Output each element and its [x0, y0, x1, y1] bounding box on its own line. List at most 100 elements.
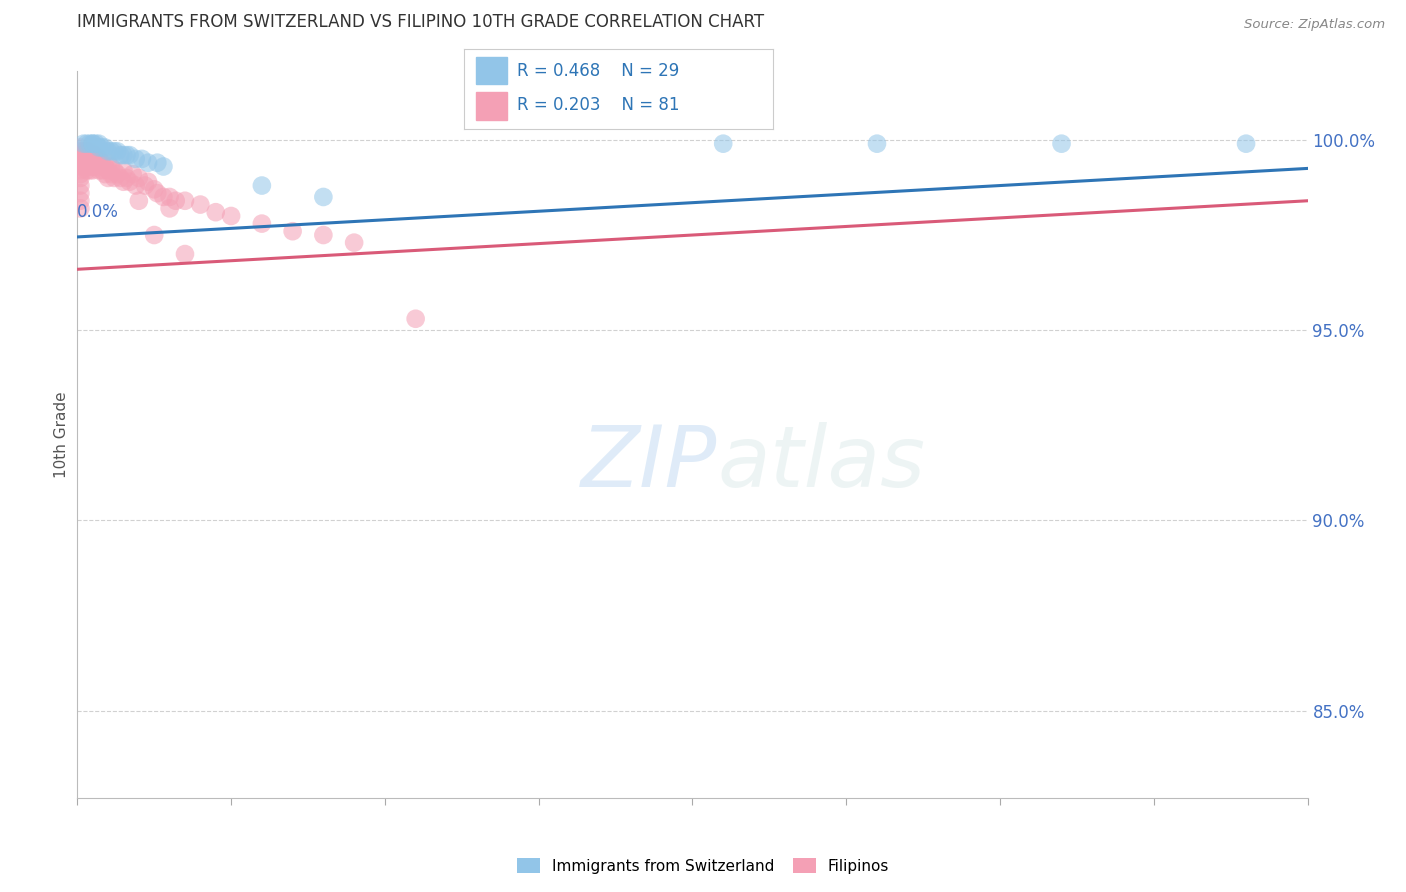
Point — [115, 148, 138, 162]
Point — [69, 170, 91, 185]
Text: R = 0.203    N = 81: R = 0.203 N = 81 — [516, 96, 679, 114]
Point — [76, 152, 98, 166]
Point — [312, 190, 335, 204]
Bar — [477, 57, 508, 85]
Point — [87, 140, 110, 154]
Point — [87, 136, 110, 151]
Point — [87, 155, 110, 169]
Point — [79, 136, 101, 151]
Point — [343, 235, 366, 250]
Point — [79, 163, 101, 178]
Point — [72, 148, 94, 162]
Text: Source: ZipAtlas.com: Source: ZipAtlas.com — [1244, 18, 1385, 31]
Point — [69, 202, 91, 216]
Point — [159, 190, 181, 204]
Point — [136, 175, 159, 189]
Point — [72, 152, 94, 166]
Point — [94, 160, 117, 174]
Point — [110, 148, 132, 162]
Point — [72, 155, 94, 169]
Point — [76, 148, 98, 162]
Point — [84, 136, 107, 151]
Point — [97, 170, 120, 185]
Point — [103, 163, 125, 178]
Point — [100, 160, 122, 174]
Legend: Immigrants from Switzerland, Filipinos: Immigrants from Switzerland, Filipinos — [510, 852, 896, 880]
Point — [76, 163, 98, 178]
Point — [174, 194, 197, 208]
Bar — [477, 93, 508, 120]
Point — [72, 136, 94, 151]
Point — [69, 163, 91, 178]
Point — [82, 148, 104, 162]
Point — [165, 194, 187, 208]
Point — [146, 186, 169, 201]
Text: IMMIGRANTS FROM SWITZERLAND VS FILIPINO 10TH GRADE CORRELATION CHART: IMMIGRANTS FROM SWITZERLAND VS FILIPINO … — [77, 13, 765, 31]
Point — [82, 160, 104, 174]
Point — [69, 148, 91, 162]
Point — [90, 140, 114, 154]
Point — [82, 163, 104, 178]
Point — [84, 160, 107, 174]
Point — [115, 170, 138, 185]
Point — [152, 190, 174, 204]
Point — [112, 148, 135, 162]
Point — [866, 136, 889, 151]
Point — [97, 145, 120, 159]
Point — [405, 311, 427, 326]
Text: 0.0%: 0.0% — [77, 203, 120, 221]
Point — [69, 186, 91, 201]
Point — [112, 163, 135, 178]
Point — [281, 224, 304, 238]
Point — [118, 175, 141, 189]
Point — [90, 155, 114, 169]
Point — [79, 160, 101, 174]
Point — [82, 155, 104, 169]
Point — [69, 145, 91, 159]
Point — [103, 170, 125, 185]
Point — [69, 155, 91, 169]
Point — [82, 136, 104, 151]
Point — [118, 148, 141, 162]
Point — [79, 152, 101, 166]
Point — [76, 136, 98, 151]
Point — [69, 160, 91, 174]
Point — [97, 163, 120, 178]
Point — [152, 160, 174, 174]
Point — [1050, 136, 1073, 151]
Point — [84, 148, 107, 162]
Point — [94, 167, 117, 181]
Point — [69, 178, 91, 193]
Point — [87, 163, 110, 178]
Point — [84, 152, 107, 166]
Point — [100, 167, 122, 181]
Point — [134, 178, 156, 193]
Point — [76, 155, 98, 169]
Point — [87, 152, 110, 166]
Point — [143, 182, 166, 196]
Point — [82, 136, 104, 151]
Point — [159, 202, 181, 216]
Point — [110, 170, 132, 185]
Point — [136, 155, 159, 169]
Point — [97, 155, 120, 169]
Point — [131, 152, 153, 166]
Point — [1234, 136, 1257, 151]
Point — [204, 205, 226, 219]
Y-axis label: 10th Grade: 10th Grade — [53, 392, 69, 478]
Point — [125, 152, 148, 166]
Point — [82, 152, 104, 166]
Point — [69, 167, 91, 181]
Point — [72, 160, 94, 174]
Point — [100, 145, 122, 159]
Point — [174, 247, 197, 261]
Point — [121, 167, 143, 181]
Point — [711, 136, 734, 151]
Point — [103, 145, 125, 159]
Point — [250, 178, 273, 193]
Point — [79, 155, 101, 169]
Point — [112, 175, 135, 189]
Point — [72, 145, 94, 159]
Point — [125, 178, 148, 193]
Text: ZIP: ZIP — [581, 423, 717, 506]
